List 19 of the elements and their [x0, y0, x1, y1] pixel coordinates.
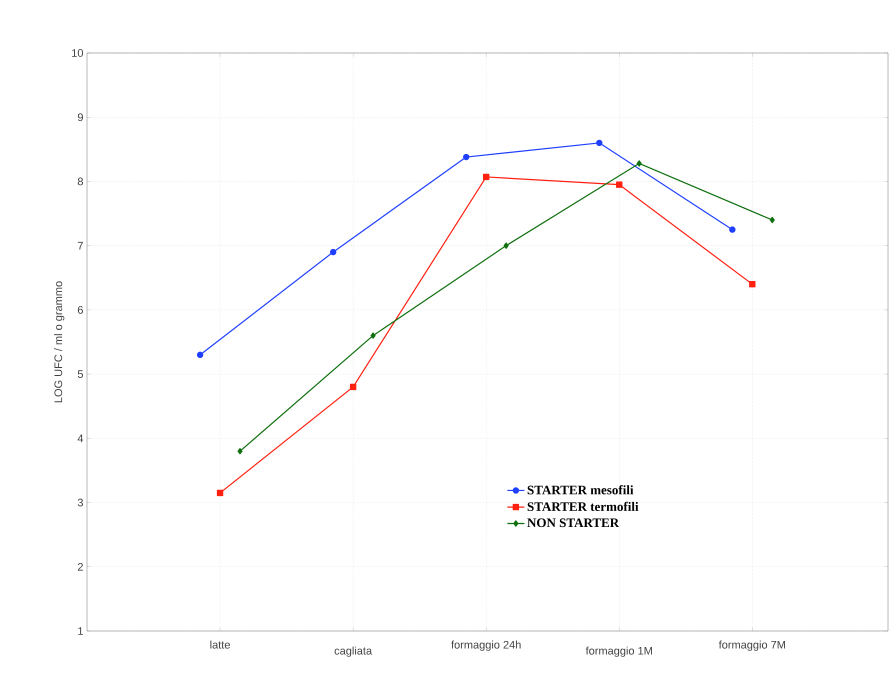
y-tick-label: 3	[78, 498, 83, 506]
legend-label: NON STARTER	[527, 518, 620, 528]
y-tick-label: 4	[78, 434, 84, 442]
y-tick-label: 10	[72, 49, 84, 57]
y-tick-label: 6	[78, 306, 83, 314]
legend-label: STARTER termofili	[528, 502, 638, 512]
x-tick-label: cagliata	[334, 646, 372, 657]
y-tick-label: 2	[78, 562, 83, 571]
y-tick-label: 7	[78, 242, 83, 250]
x-tick-label: formaggio 1M	[586, 646, 652, 657]
y-axis-title: LOG UFC / ml o grammo	[54, 281, 64, 402]
legend-label: STARTER mesofili	[528, 485, 634, 494]
x-tick-label: formaggio 24h	[451, 640, 521, 651]
x-tick-label: latte	[210, 640, 230, 649]
y-tick-label: 9	[78, 113, 83, 122]
y-tick-label: 5	[78, 370, 83, 378]
y-tick-label: 1	[78, 627, 83, 635]
x-tick-label: formaggio 7M	[718, 640, 785, 651]
y-tick-label: 8	[78, 178, 83, 186]
